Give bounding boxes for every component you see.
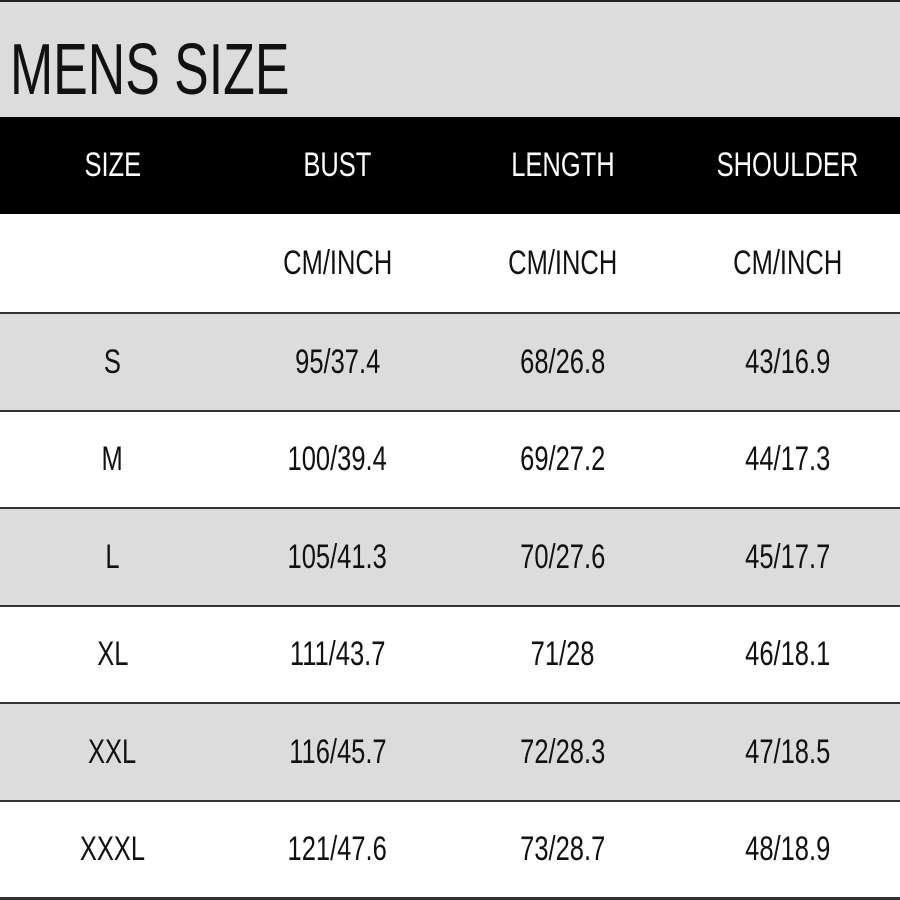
table-row: XXXL 121/47.6 73/28.7 48/18.9 xyxy=(0,799,900,898)
table-cell: 71/28 xyxy=(450,635,675,674)
cell-value: 71/28 xyxy=(530,635,595,673)
cell-value: 111/43.7 xyxy=(289,635,386,673)
header-shoulder: SHOULDER xyxy=(675,146,900,185)
cell-value: 72/28.3 xyxy=(519,732,606,771)
table-cell: 68/26.8 xyxy=(450,343,675,382)
table-cell: L xyxy=(0,538,225,577)
table-cell: 100/39.4 xyxy=(225,440,450,479)
unit-cell: CM/INCH xyxy=(450,244,675,283)
unit-cell xyxy=(0,244,225,283)
cell-value: 100/39.4 xyxy=(287,440,388,478)
cell-value: S xyxy=(103,342,122,381)
title-band: MENS SIZE xyxy=(0,0,900,117)
cell-value: 69/27.2 xyxy=(519,440,606,478)
table-cell: 44/17.3 xyxy=(675,440,900,479)
table-row: XL 111/43.7 71/28 46/18.1 xyxy=(0,604,900,703)
cell-value: L xyxy=(105,537,120,576)
table-cell: 46/18.1 xyxy=(675,635,900,674)
cell-value: 116/45.7 xyxy=(288,732,387,771)
table-row: L 105/41.3 70/27.6 45/17.7 xyxy=(0,507,900,605)
table-row: M 100/39.4 69/27.2 44/17.3 xyxy=(0,409,900,508)
table-cell: XL xyxy=(0,635,225,674)
unit-cell: CM/INCH xyxy=(225,244,450,283)
table-cell: 47/18.5 xyxy=(675,733,900,772)
cell-value: 70/27.6 xyxy=(519,537,606,576)
table-header: SIZE BUST LENGTH SHOULDER xyxy=(0,117,900,214)
table-cell: 95/37.4 xyxy=(225,343,450,382)
unit-label: CM/INCH xyxy=(507,243,618,282)
table-cell: 48/18.9 xyxy=(675,830,900,869)
cell-value: M xyxy=(101,440,124,478)
cell-value: XXXL xyxy=(79,830,146,868)
table-cell: 70/27.6 xyxy=(450,538,675,577)
table-row: XXL 116/45.7 72/28.3 47/18.5 xyxy=(0,702,900,800)
table-cell: 45/17.7 xyxy=(675,538,900,577)
cell-value: 47/18.5 xyxy=(744,732,831,771)
table-cell: 43/16.9 xyxy=(675,343,900,382)
cell-value: 95/37.4 xyxy=(294,342,381,381)
cell-value: 73/28.7 xyxy=(519,830,606,868)
cell-value: 46/18.1 xyxy=(744,635,831,673)
cell-value: 121/47.6 xyxy=(287,830,388,868)
table-cell: 121/47.6 xyxy=(225,830,450,869)
table-cell: 105/41.3 xyxy=(225,538,450,577)
unit-label: CM/INCH xyxy=(732,243,843,282)
header-length: LENGTH xyxy=(450,146,675,185)
header-bust: BUST xyxy=(225,146,450,185)
table-cell: S xyxy=(0,343,225,382)
table-cell: 69/27.2 xyxy=(450,440,675,479)
cell-value: 45/17.7 xyxy=(744,537,831,576)
unit-label: CM/INCH xyxy=(282,243,393,282)
page-title: MENS SIZE xyxy=(10,30,290,110)
table-cell: XXXL xyxy=(0,830,225,869)
cell-value: XXL xyxy=(88,732,137,771)
table-cell: 73/28.7 xyxy=(450,830,675,869)
table-row: S 95/37.4 68/26.8 43/16.9 xyxy=(0,312,900,410)
header-label: SHOULDER xyxy=(716,146,859,184)
cell-value: 68/26.8 xyxy=(519,342,606,381)
unit-cell: CM/INCH xyxy=(675,244,900,283)
units-row: CM/INCH CM/INCH CM/INCH xyxy=(0,214,900,312)
cell-value: 43/16.9 xyxy=(744,342,831,381)
table-cell: 72/28.3 xyxy=(450,733,675,772)
table-cell: 111/43.7 xyxy=(225,635,450,674)
table-cell: 116/45.7 xyxy=(225,733,450,772)
header-label: BUST xyxy=(303,146,372,184)
header-size: SIZE xyxy=(0,146,225,185)
header-label: LENGTH xyxy=(510,146,615,184)
cell-value: XL xyxy=(96,635,129,673)
cell-value: 48/18.9 xyxy=(744,830,831,868)
header-label: SIZE xyxy=(84,146,141,184)
cell-value: 44/17.3 xyxy=(744,440,831,478)
table-cell: M xyxy=(0,440,225,479)
bottom-border xyxy=(0,897,900,900)
table-cell: XXL xyxy=(0,733,225,772)
cell-value: 105/41.3 xyxy=(287,537,388,576)
